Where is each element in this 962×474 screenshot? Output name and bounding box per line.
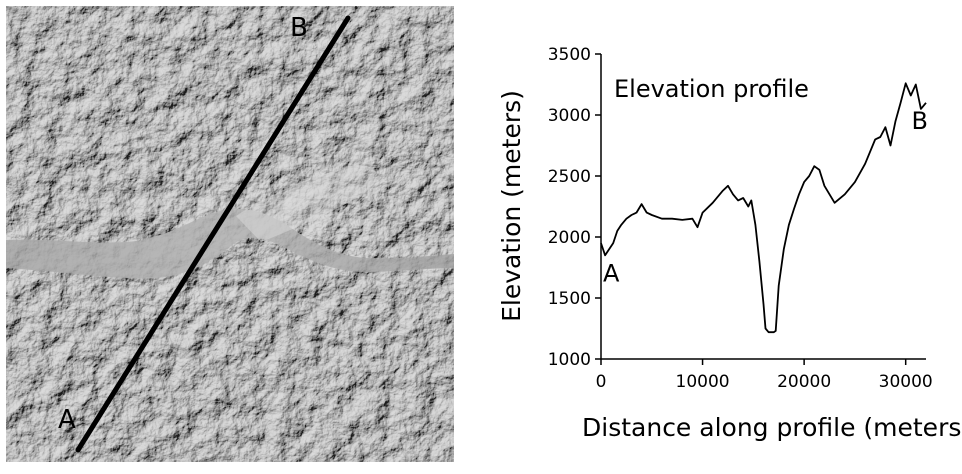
y-tick-label: 3000 <box>548 106 591 126</box>
x-tick-label: 30000 <box>879 372 933 392</box>
north-valley-wall-highlight <box>236 165 377 242</box>
elevation-profile-chart: 1000 1500 2000 2500 3000 3500 0 10000 20000 30000… <box>497 45 962 442</box>
x-tick-label: 20000 <box>777 372 831 392</box>
profile-line <box>75 15 351 453</box>
y-tick-label: 1000 <box>548 350 591 370</box>
chart-axes <box>600 54 926 360</box>
shaded-relief-map: A B <box>6 6 454 462</box>
profile-endpoint-label: B <box>912 107 928 135</box>
x-tick-label: 10000 <box>676 372 730 392</box>
point-a-label: A <box>58 405 76 435</box>
y-tick-label: 3500 <box>548 45 591 65</box>
chart-ticks: 1000 1500 2000 2500 3000 3500 0 10000 20000 30000 <box>548 45 933 392</box>
chart-title: Elevation profile <box>614 75 809 103</box>
chart-series <box>600 82 927 334</box>
y-tick-label: 2500 <box>548 167 591 187</box>
chart-annotations: AB <box>603 107 928 288</box>
elevation-profile-line <box>600 82 927 334</box>
y-tick-label: 2000 <box>548 228 591 248</box>
y-axis-label: Elevation (meters) <box>497 90 526 322</box>
x-axis-label: Distance along profile (meters) <box>582 413 962 442</box>
profile-endpoint-label: A <box>603 259 620 287</box>
valley-floor <box>6 209 454 279</box>
point-b-label: B <box>290 13 308 43</box>
y-tick-label: 1500 <box>548 289 591 309</box>
x-tick-label: 0 <box>596 372 607 392</box>
